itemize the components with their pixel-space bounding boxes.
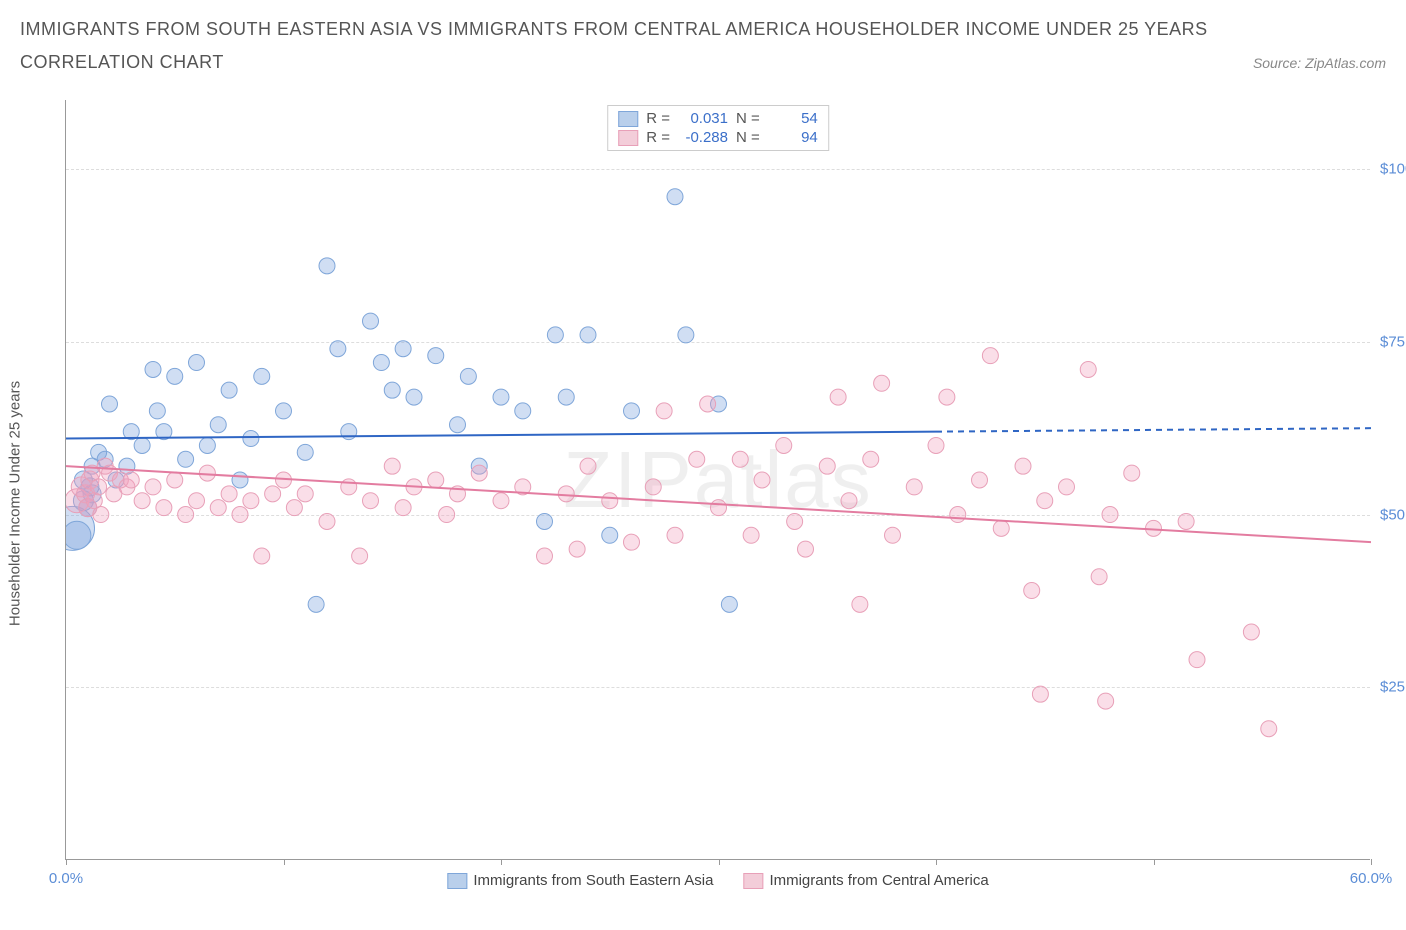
trend-line-ca xyxy=(66,466,1371,542)
chart-subtitle: CORRELATION CHART xyxy=(20,52,224,73)
r-value-ca: -0.288 xyxy=(678,129,728,146)
y-tick-label: $50,000 xyxy=(1380,506,1406,523)
x-tick-label: 60.0% xyxy=(1350,870,1393,887)
r-label: R = xyxy=(646,110,670,127)
trend-line-sea xyxy=(66,432,936,439)
source-label: Source: xyxy=(1253,55,1301,71)
n-value-ca: 94 xyxy=(768,129,818,146)
legend-item-sea: Immigrants from South Eastern Asia xyxy=(447,872,713,889)
subtitle-row: CORRELATION CHART Source: ZipAtlas.com xyxy=(20,52,1386,73)
r-value-sea: 0.031 xyxy=(678,110,728,127)
y-axis-label: Householder Income Under 25 years xyxy=(7,381,24,626)
swatch-sea xyxy=(618,111,638,127)
r-label: R = xyxy=(646,129,670,146)
source-name: ZipAtlas.com xyxy=(1305,55,1386,71)
legend-label-ca: Immigrants from Central America xyxy=(769,872,988,889)
n-value-sea: 54 xyxy=(768,110,818,127)
chart-header: IMMIGRANTS FROM SOUTH EASTERN ASIA VS IM… xyxy=(0,0,1406,73)
swatch-sea xyxy=(447,873,467,889)
stat-legend: R = 0.031 N = 54 R = -0.288 N = 94 xyxy=(607,105,829,151)
stat-row-sea: R = 0.031 N = 54 xyxy=(618,110,818,127)
source-credit: Source: ZipAtlas.com xyxy=(1253,55,1386,71)
plot-area: ZIPatlas R = 0.031 N = 54 R = -0.288 N =… xyxy=(65,100,1370,860)
legend-label-sea: Immigrants from South Eastern Asia xyxy=(473,872,713,889)
legend-item-ca: Immigrants from Central America xyxy=(743,872,988,889)
y-tick-label: $75,000 xyxy=(1380,333,1406,350)
swatch-ca xyxy=(618,130,638,146)
n-label: N = xyxy=(736,110,760,127)
chart-title: IMMIGRANTS FROM SOUTH EASTERN ASIA VS IM… xyxy=(20,15,1386,44)
trend-lines-layer xyxy=(66,100,1371,860)
y-tick-label: $100,000 xyxy=(1380,161,1406,178)
swatch-ca xyxy=(743,873,763,889)
bottom-legend: Immigrants from South Eastern Asia Immig… xyxy=(447,872,988,889)
x-tick-label: 0.0% xyxy=(49,870,83,887)
y-tick-label: $25,000 xyxy=(1380,679,1406,696)
n-label: N = xyxy=(736,129,760,146)
chart-container: Householder Income Under 25 years ZIPatl… xyxy=(50,100,1386,890)
x-tick xyxy=(1371,859,1372,865)
trend-line-dashed-sea xyxy=(936,428,1371,431)
stat-row-ca: R = -0.288 N = 94 xyxy=(618,129,818,146)
